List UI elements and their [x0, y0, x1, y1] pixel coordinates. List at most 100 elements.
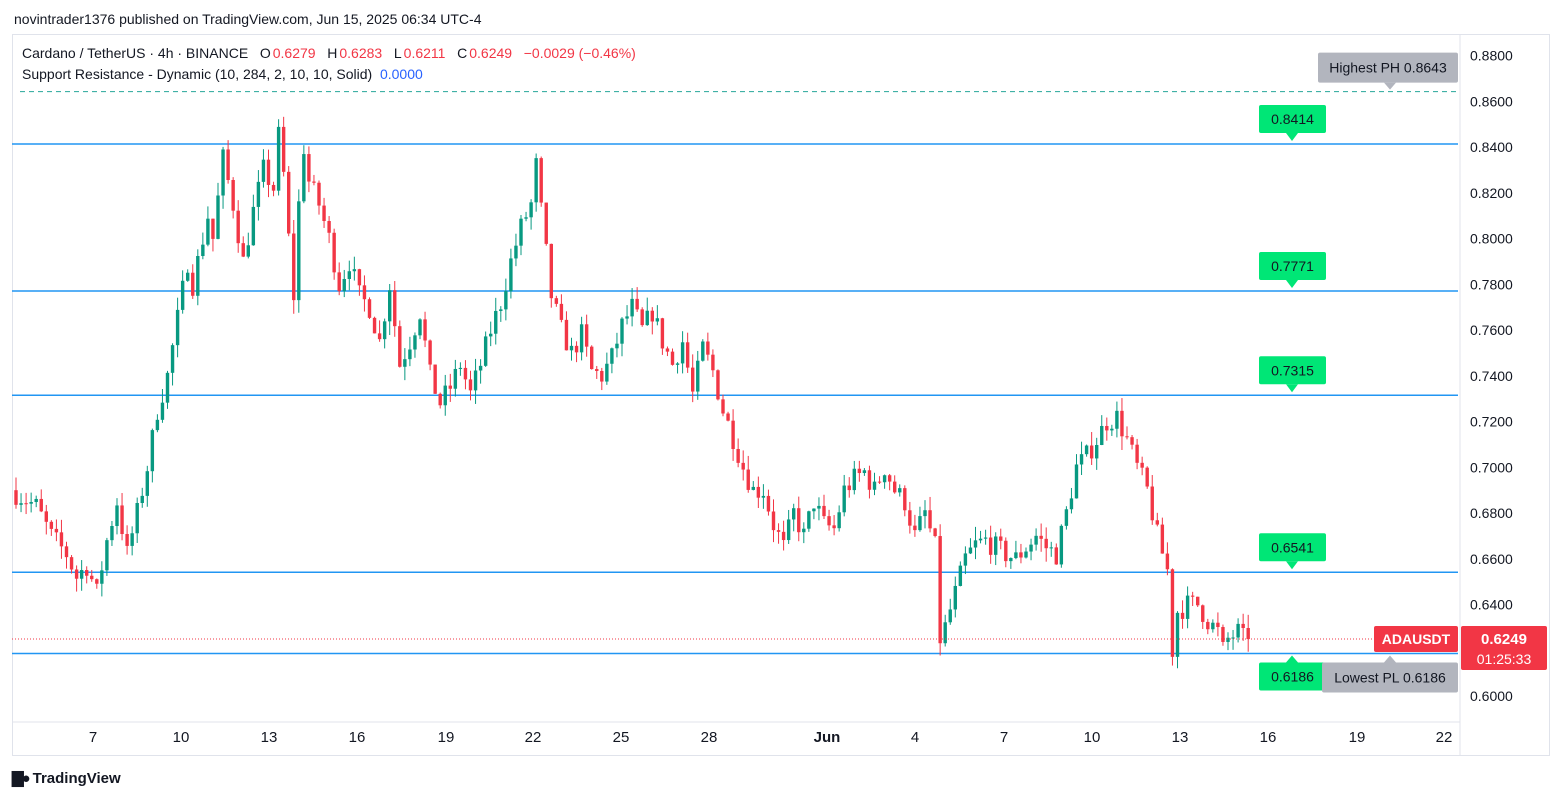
candle-body — [534, 158, 538, 203]
candle-body — [680, 342, 685, 364]
x-tick-label: 7 — [1000, 729, 1008, 746]
candle-body — [297, 201, 301, 301]
candle-body — [317, 182, 321, 206]
lowest-pl-text: Lowest PL 0.6186 — [1334, 669, 1446, 685]
candle-body — [382, 321, 387, 340]
x-tick-label: 10 — [1084, 729, 1101, 746]
candle-body — [994, 536, 998, 555]
candle-body — [605, 363, 609, 382]
candle-body — [443, 385, 447, 406]
highest-ph-text: Highest PH 0.8643 — [1329, 60, 1447, 76]
candle-body — [908, 510, 912, 526]
candle-body — [24, 503, 28, 505]
candle-body — [635, 298, 639, 310]
candle-body — [85, 570, 89, 576]
candle-body — [1110, 428, 1114, 431]
x-tick-label: 19 — [1349, 729, 1366, 746]
y-tick-label: 0.7800 — [1470, 276, 1513, 292]
candle-body — [105, 540, 109, 571]
candle-body — [332, 232, 336, 273]
candle-body — [1019, 552, 1023, 558]
candle-body — [898, 488, 902, 493]
candle-body — [807, 511, 811, 529]
candle-body — [812, 508, 816, 512]
tradingview-logo[interactable]: ▇● TradingView — [12, 769, 121, 788]
candle-body — [140, 495, 144, 504]
candle-body — [579, 324, 584, 353]
candle-body — [590, 346, 594, 370]
candle-body — [54, 528, 59, 533]
candle-body — [721, 399, 725, 414]
candle-body — [413, 335, 417, 350]
candle-body — [1029, 544, 1033, 552]
candle-body — [913, 525, 917, 531]
candle-body — [34, 498, 38, 503]
candle-body — [655, 318, 660, 322]
x-tick-label: 19 — [438, 729, 455, 746]
candle-body — [433, 364, 437, 394]
candle-body — [100, 570, 104, 584]
candle-body — [625, 316, 629, 319]
candle-body — [231, 179, 235, 211]
candle-body — [423, 319, 427, 341]
candle-body — [357, 269, 362, 286]
candle-body — [670, 351, 675, 365]
candle-body — [489, 333, 493, 337]
candle-body — [1014, 552, 1018, 559]
candle-body — [393, 290, 397, 327]
candle-body — [74, 569, 79, 579]
candle-body — [645, 310, 649, 326]
candle-body — [1059, 525, 1064, 565]
candle-body — [600, 370, 604, 382]
candle-body — [362, 285, 367, 300]
candle-body — [19, 503, 23, 505]
candle-body — [822, 505, 826, 517]
candle-body — [640, 309, 644, 326]
candle-body — [554, 298, 559, 304]
candle-body — [1165, 553, 1170, 570]
candle-body — [1074, 464, 1079, 499]
candle-body — [933, 528, 937, 537]
candle-body — [1150, 486, 1154, 521]
candle-body — [797, 508, 801, 533]
candle-body — [256, 181, 261, 207]
indicator-title: Support Resistance - Dynamic (10, 284, 2… — [22, 66, 373, 82]
x-tick-label: 22 — [525, 729, 542, 746]
level-label — [1259, 662, 1326, 691]
candle-body — [923, 510, 927, 517]
candle-body — [347, 271, 351, 279]
candle-body — [1231, 637, 1235, 639]
candle-body — [403, 359, 407, 367]
candle-body — [186, 272, 190, 281]
candle-body — [418, 319, 422, 336]
candle-body — [786, 519, 791, 541]
candle-body — [130, 533, 134, 546]
candle-body — [160, 402, 165, 420]
candle-body — [206, 218, 210, 245]
candle-body — [973, 540, 978, 548]
candle-body — [165, 372, 170, 403]
candle-body — [1175, 612, 1180, 657]
candle-body — [221, 149, 225, 196]
change-value: −0.0029 (−0.46%) — [523, 45, 636, 61]
symbol-title: Cardano / TetherUS · 4h · BINANCE — [22, 45, 249, 61]
candle-body — [1196, 596, 1200, 606]
level-label-arrow — [1286, 561, 1298, 570]
candle-body — [307, 154, 311, 182]
candle-body — [1221, 627, 1225, 642]
highest-ph-arrow — [1384, 82, 1396, 90]
candle-body — [388, 290, 392, 322]
x-tick-label: 28 — [701, 729, 718, 746]
candle-body — [918, 516, 922, 531]
level-label — [1259, 252, 1326, 281]
level-label-arrow — [1286, 132, 1298, 141]
candle-body — [716, 370, 720, 400]
candle-body — [367, 299, 372, 318]
candle-body — [963, 553, 968, 566]
candle-body — [266, 159, 271, 185]
candle-body — [327, 221, 331, 233]
candle-body — [1226, 637, 1230, 642]
x-tick-label: 7 — [89, 729, 97, 746]
low-value: 0.6211 — [403, 45, 446, 61]
